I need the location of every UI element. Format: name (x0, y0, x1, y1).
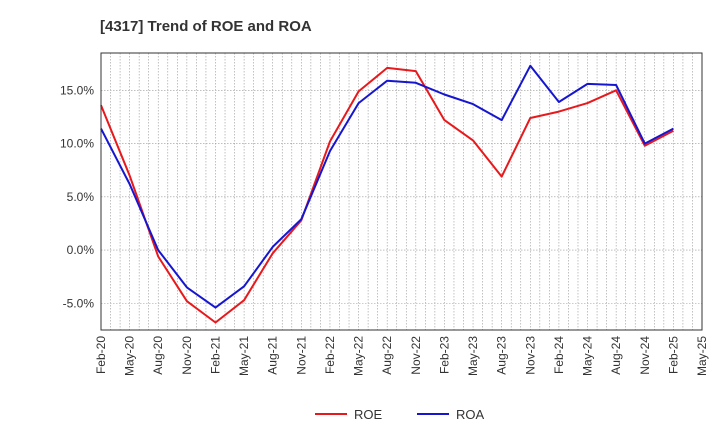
y-tick-label: 0.0% (67, 243, 95, 257)
x-tick-label: Feb-22 (323, 336, 337, 374)
x-tick-label: Aug-20 (151, 336, 165, 375)
y-tick-label: 5.0% (67, 190, 95, 204)
x-tick-label: Feb-21 (208, 336, 222, 374)
x-tick-label: Nov-22 (409, 336, 423, 375)
x-tick-label: May-21 (237, 336, 251, 376)
x-tick-label: Feb-25 (666, 336, 680, 374)
x-tick-label: Aug-22 (380, 336, 394, 375)
x-tick-label: Nov-24 (638, 336, 652, 375)
legend-label-roa: ROA (456, 407, 485, 422)
y-tick-label: 15.0% (60, 83, 94, 97)
x-tick-label: Feb-24 (552, 336, 566, 374)
x-tick-label: Aug-21 (266, 336, 280, 375)
y-tick-label: -5.0% (63, 296, 95, 310)
x-tick-label: Feb-20 (94, 336, 108, 374)
y-tick-label: 10.0% (60, 137, 94, 151)
grid (100, 53, 703, 330)
x-tick-label: Aug-23 (495, 336, 509, 375)
x-tick-label: May-25 (695, 336, 709, 376)
series-layer (100, 64, 674, 324)
series-line-roa (100, 64, 674, 309)
x-axis: Feb-20 May-20 Aug-20 Nov-20 Feb-21 May-21 Aug-… (94, 336, 709, 376)
plot-area (101, 53, 702, 330)
series-line-roe (100, 66, 674, 324)
legend: ROE ROA (315, 407, 485, 422)
chart-title: [4317] Trend of ROE and ROA (100, 18, 312, 35)
x-tick-label: Nov-20 (180, 336, 194, 375)
x-tick-label: Aug-24 (609, 336, 623, 375)
x-tick-label: Nov-23 (523, 336, 537, 375)
plot-frame (100, 52, 703, 331)
y-axis: -5.0% 0.0% 5.0% 10.0% 15.0% (60, 83, 94, 310)
x-tick-label: May-20 (123, 336, 137, 376)
x-tick-label: May-22 (352, 336, 366, 376)
x-tick-label: Nov-21 (294, 336, 308, 375)
x-tick-label: May-23 (466, 336, 480, 376)
x-tick-label: Feb-23 (437, 336, 451, 374)
x-tick-label: May-24 (581, 336, 595, 376)
legend-label-roe: ROE (354, 407, 383, 422)
